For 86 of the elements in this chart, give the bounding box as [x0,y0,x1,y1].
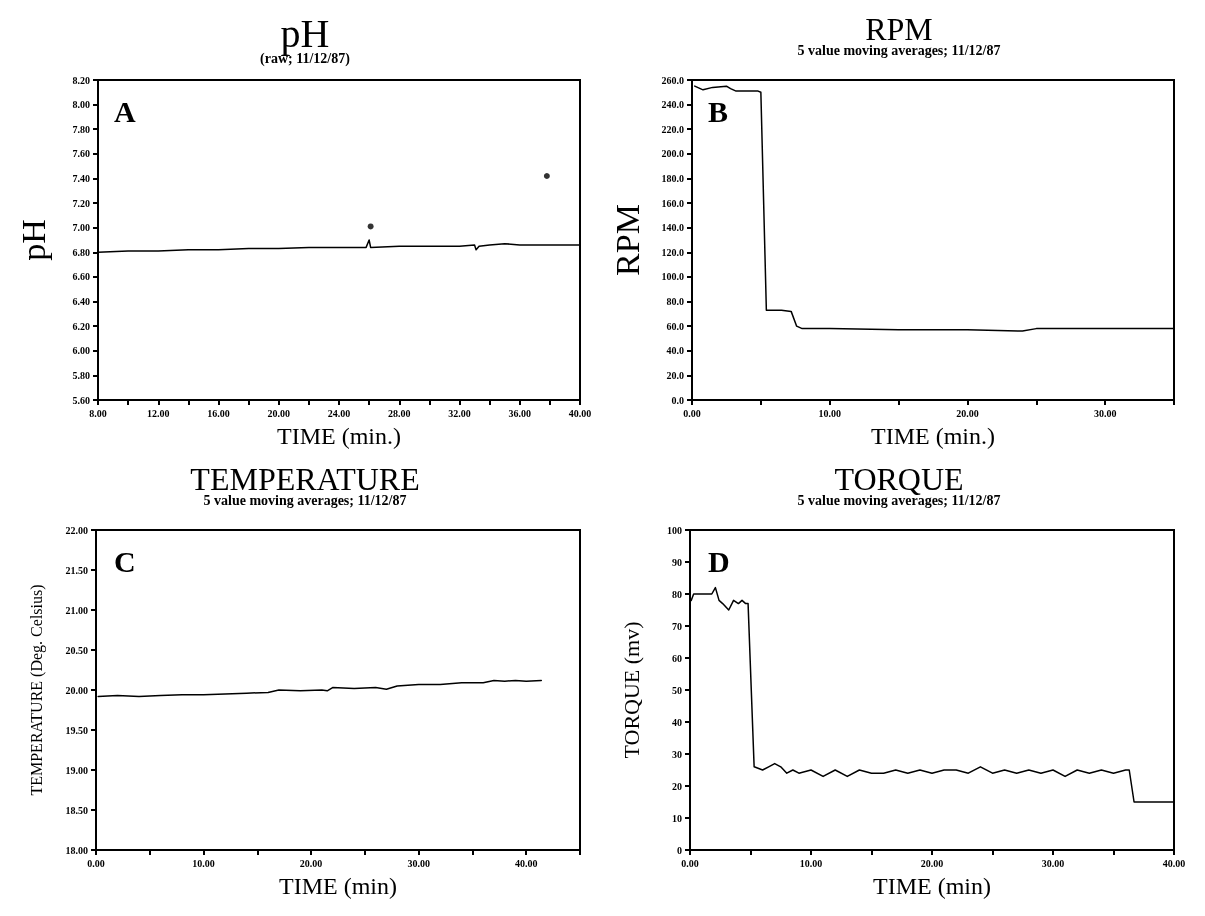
y-tick-label: 240.0 [661,99,684,111]
y-tick-label: 80 [672,588,682,600]
y-tick-label: 0 [677,844,682,856]
y-axis-title: pH [14,219,52,261]
y-tick-label: 220.0 [661,123,684,135]
annotation: B [708,94,729,128]
x-axis-title: TIME (min.) [277,423,401,449]
y-tick-label: 6.40 [72,296,90,308]
y-axis-title: RPM [608,204,646,276]
y-tick-label: 20 [672,780,682,792]
y-tick-label: 21.00 [65,604,88,616]
y-tick-label: 60.0 [666,320,684,332]
y-tick-label: 0.0 [671,394,684,406]
x-axis-title: TIME (min) [873,873,991,899]
y-tick-label: 260.0 [661,74,684,86]
x-tick-label: 20.00 [299,857,323,869]
x-tick-label: 20.00 [956,407,979,419]
y-tick-label: 160.0 [661,197,684,209]
annotation: A [114,94,136,128]
y-tick-label: 100.0 [661,271,684,283]
y-tick-label: 10 [672,812,682,824]
x-tick-label: 10.00 [192,857,215,869]
y-tick-label: 7.00 [72,222,90,234]
x-tick-label: 0.00 [681,857,699,869]
x-tick-label: 40.00 [514,857,538,869]
x-tick-label: 10.00 [799,857,823,869]
x-tick-label: 40.00 [568,407,592,419]
y-tick-label: 7.40 [72,172,90,184]
y-tick-label: 140.0 [661,222,684,234]
y-tick-label: 6.00 [72,345,90,357]
y-tick-label: 8.20 [72,74,90,86]
y-tick-label: 6.60 [72,271,90,283]
y-tick-label: 30 [672,748,682,760]
y-tick-label: 50 [672,684,682,696]
y-tick-label: 100 [667,524,682,536]
x-tick-label: 32.00 [448,407,471,419]
chart-subtitle: 5 value moving averages; 11/12/87 [797,42,1001,58]
annotation: D [708,544,730,578]
x-tick-label: 20.00 [920,857,944,869]
y-tick-label: 21.50 [65,564,88,576]
x-tick-label: 10.00 [818,407,841,419]
x-tick-label: 16.00 [207,407,230,419]
x-tick-label: 30.00 [1041,857,1065,869]
y-tick-label: 22.00 [65,524,88,536]
chart-subtitle: 5 value moving averages; 11/12/87 [203,492,407,508]
x-tick-label: 8.00 [89,407,107,419]
x-tick-label: 0.00 [683,407,701,419]
y-tick-label: 7.60 [72,148,90,160]
y-tick-label: 8.00 [72,99,90,111]
x-axis-title: TIME (min.) [871,423,995,449]
y-tick-label: 80.0 [666,296,684,308]
y-tick-label: 7.80 [72,123,90,135]
x-tick-label: 12.00 [147,407,170,419]
x-tick-label: 30.00 [1093,407,1117,419]
x-tick-label: 30.00 [407,857,430,869]
y-tick-label: 20.0 [666,369,684,381]
annotation: C [114,544,136,578]
y-tick-label: 18.00 [65,844,88,856]
y-tick-label: 120.0 [661,246,684,258]
y-tick-label: 6.80 [72,246,90,258]
y-tick-label: 6.20 [72,320,90,332]
x-axis-title: TIME (min) [279,873,397,899]
x-tick-label: 36.00 [508,407,531,419]
y-tick-label: 20.00 [65,684,88,696]
y-axis-title: TORQUE (mv) [618,621,644,759]
y-tick-label: 90 [672,556,682,568]
y-tick-label: 7.20 [72,197,90,209]
x-tick-label: 28.00 [388,407,411,419]
y-tick-label: 5.60 [72,394,90,406]
y-tick-label: 180.0 [661,172,684,184]
y-tick-label: 20.50 [65,644,88,656]
line-series [97,679,543,698]
y-tick-label: 40 [672,716,682,728]
y-tick-label: 5.80 [72,369,90,381]
x-tick-label: 24.00 [327,407,351,419]
x-tick-label: 20.00 [267,407,290,419]
y-tick-label: 19.00 [65,764,88,776]
y-tick-label: 70 [672,620,682,632]
y-tick-label: 40.0 [666,345,684,357]
x-tick-label: 40.00 [1162,857,1186,869]
y-tick-label: 18.50 [65,804,88,816]
y-tick-label: 200.0 [661,148,684,160]
x-tick-label: 0.00 [87,857,105,869]
y-axis-title: TEMPERATURE (Deg. Celsius) [27,584,46,796]
y-tick-label: 60 [672,652,682,664]
y-tick-label: 19.50 [65,724,88,736]
